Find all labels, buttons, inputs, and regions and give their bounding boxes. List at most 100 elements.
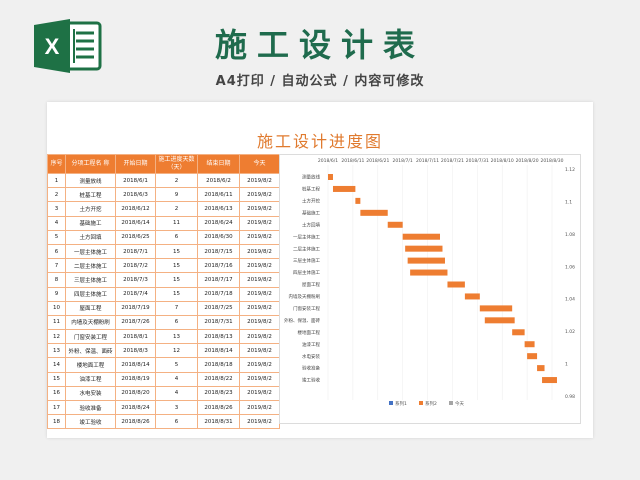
cell-end[interactable]: 2018/8/31 xyxy=(197,414,240,430)
cell-start[interactable]: 2018/6/1 xyxy=(115,172,156,189)
cell-end[interactable]: 2018/7/17 xyxy=(197,272,240,288)
cell-end[interactable]: 2018/8/14 xyxy=(197,343,240,359)
cell-start[interactable]: 2018/7/1 xyxy=(115,243,156,260)
cell-today[interactable]: 2019/8/2 xyxy=(239,286,280,302)
cell-end[interactable]: 2018/8/13 xyxy=(197,329,240,345)
cell-duration[interactable]: 12 xyxy=(155,343,198,359)
cell-today[interactable]: 2019/8/2 xyxy=(239,385,280,402)
cell-end[interactable]: 2018/6/11 xyxy=(197,187,240,203)
cell-duration[interactable]: 9 xyxy=(155,187,198,203)
cell-task[interactable]: 三层主体施工 xyxy=(65,272,116,288)
col-header-today[interactable]: 今天 xyxy=(239,154,280,174)
cell-task[interactable]: 内墙及天棚粉刷 xyxy=(65,314,116,331)
cell-start[interactable]: 2018/7/4 xyxy=(115,286,156,302)
cell-today[interactable]: 2019/8/2 xyxy=(239,187,280,203)
cell-end[interactable]: 2018/8/23 xyxy=(197,385,240,402)
cell-index[interactable]: 17 xyxy=(47,399,66,416)
cell-today[interactable]: 2019/8/2 xyxy=(239,215,280,231)
cell-today[interactable]: 2019/8/2 xyxy=(239,258,280,274)
cell-today[interactable]: 2019/8/2 xyxy=(239,272,280,288)
cell-index[interactable]: 12 xyxy=(47,329,66,345)
cell-today[interactable]: 2019/8/2 xyxy=(239,172,280,189)
cell-today[interactable]: 2019/8/2 xyxy=(239,300,280,316)
cell-duration[interactable]: 3 xyxy=(155,399,198,416)
cell-today[interactable]: 2019/8/2 xyxy=(239,414,280,430)
cell-index[interactable]: 1 xyxy=(47,172,66,189)
cell-duration[interactable]: 5 xyxy=(155,357,198,373)
cell-task[interactable]: 竣工验收 xyxy=(65,414,116,430)
cell-today[interactable]: 2019/8/2 xyxy=(239,201,280,217)
cell-today[interactable]: 2019/8/2 xyxy=(239,343,280,359)
cell-today[interactable]: 2019/8/2 xyxy=(239,371,280,387)
cell-task[interactable]: 四层主体施工 xyxy=(65,286,116,302)
cell-index[interactable]: 18 xyxy=(47,414,66,430)
cell-task[interactable]: 土方开挖 xyxy=(65,201,116,217)
cell-today[interactable]: 2019/8/2 xyxy=(239,229,280,245)
cell-end[interactable]: 2018/8/18 xyxy=(197,357,240,373)
cell-duration[interactable]: 2 xyxy=(155,172,198,189)
cell-task[interactable]: 验收准备 xyxy=(65,399,116,416)
cell-today[interactable]: 2019/8/2 xyxy=(239,399,280,416)
cell-index[interactable]: 2 xyxy=(47,187,66,203)
cell-duration[interactable]: 6 xyxy=(155,229,198,245)
cell-task[interactable]: 二层主体施工 xyxy=(65,258,116,274)
cell-start[interactable]: 2018/8/24 xyxy=(115,399,156,416)
cell-start[interactable]: 2018/6/12 xyxy=(115,201,156,217)
cell-index[interactable]: 9 xyxy=(47,286,66,302)
cell-index[interactable]: 16 xyxy=(47,385,66,402)
cell-start[interactable]: 2018/7/2 xyxy=(115,258,156,274)
cell-end[interactable]: 2018/8/22 xyxy=(197,371,240,387)
cell-duration[interactable]: 6 xyxy=(155,314,198,331)
cell-start[interactable]: 2018/6/14 xyxy=(115,215,156,231)
cell-today[interactable]: 2019/8/2 xyxy=(239,314,280,331)
cell-task[interactable]: 基础施工 xyxy=(65,215,116,231)
cell-duration[interactable]: 15 xyxy=(155,272,198,288)
cell-start[interactable]: 2018/8/20 xyxy=(115,385,156,402)
cell-duration[interactable]: 13 xyxy=(155,329,198,345)
cell-end[interactable]: 2018/6/24 xyxy=(197,215,240,231)
cell-task[interactable]: 水电安装 xyxy=(65,385,116,402)
cell-index[interactable]: 15 xyxy=(47,371,66,387)
col-header-task[interactable]: 分项工程名 称 xyxy=(65,154,116,174)
cell-duration[interactable]: 15 xyxy=(155,286,198,302)
cell-duration[interactable]: 4 xyxy=(155,385,198,402)
cell-index[interactable]: 13 xyxy=(47,343,66,359)
cell-start[interactable]: 2018/8/14 xyxy=(115,357,156,373)
cell-today[interactable]: 2019/8/2 xyxy=(239,329,280,345)
cell-duration[interactable]: 11 xyxy=(155,215,198,231)
cell-duration[interactable]: 7 xyxy=(155,300,198,316)
cell-start[interactable]: 2018/8/26 xyxy=(115,414,156,430)
col-header-start[interactable]: 开始日期 xyxy=(115,154,156,174)
cell-index[interactable]: 14 xyxy=(47,357,66,373)
col-header-index[interactable]: 序号 xyxy=(47,154,66,174)
cell-end[interactable]: 2018/8/26 xyxy=(197,399,240,416)
cell-end[interactable]: 2018/6/30 xyxy=(197,229,240,245)
cell-duration[interactable]: 15 xyxy=(155,243,198,260)
cell-index[interactable]: 8 xyxy=(47,272,66,288)
cell-index[interactable]: 7 xyxy=(47,258,66,274)
cell-index[interactable]: 3 xyxy=(47,201,66,217)
cell-end[interactable]: 2018/7/15 xyxy=(197,243,240,260)
cell-end[interactable]: 2018/7/31 xyxy=(197,314,240,331)
cell-start[interactable]: 2018/8/19 xyxy=(115,371,156,387)
cell-index[interactable]: 4 xyxy=(47,215,66,231)
cell-today[interactable]: 2019/8/2 xyxy=(239,243,280,260)
cell-index[interactable]: 6 xyxy=(47,243,66,260)
cell-start[interactable]: 2018/7/19 xyxy=(115,300,156,316)
cell-duration[interactable]: 4 xyxy=(155,371,198,387)
cell-index[interactable]: 10 xyxy=(47,300,66,316)
cell-task[interactable]: 测量放线 xyxy=(65,172,116,189)
cell-start[interactable]: 2018/7/3 xyxy=(115,272,156,288)
col-header-duration[interactable]: 施工进度天数（天） xyxy=(155,154,198,174)
cell-today[interactable]: 2019/8/2 xyxy=(239,357,280,373)
cell-start[interactable]: 2018/6/3 xyxy=(115,187,156,203)
cell-task[interactable]: 油漆工程 xyxy=(65,371,116,387)
cell-index[interactable]: 11 xyxy=(47,314,66,331)
cell-task[interactable]: 外粉、保温、面砖 xyxy=(65,343,116,359)
cell-start[interactable]: 2018/7/26 xyxy=(115,314,156,331)
cell-start[interactable]: 2018/8/1 xyxy=(115,329,156,345)
cell-end[interactable]: 2018/7/16 xyxy=(197,258,240,274)
cell-end[interactable]: 2018/7/18 xyxy=(197,286,240,302)
cell-start[interactable]: 2018/8/3 xyxy=(115,343,156,359)
cell-duration[interactable]: 15 xyxy=(155,258,198,274)
